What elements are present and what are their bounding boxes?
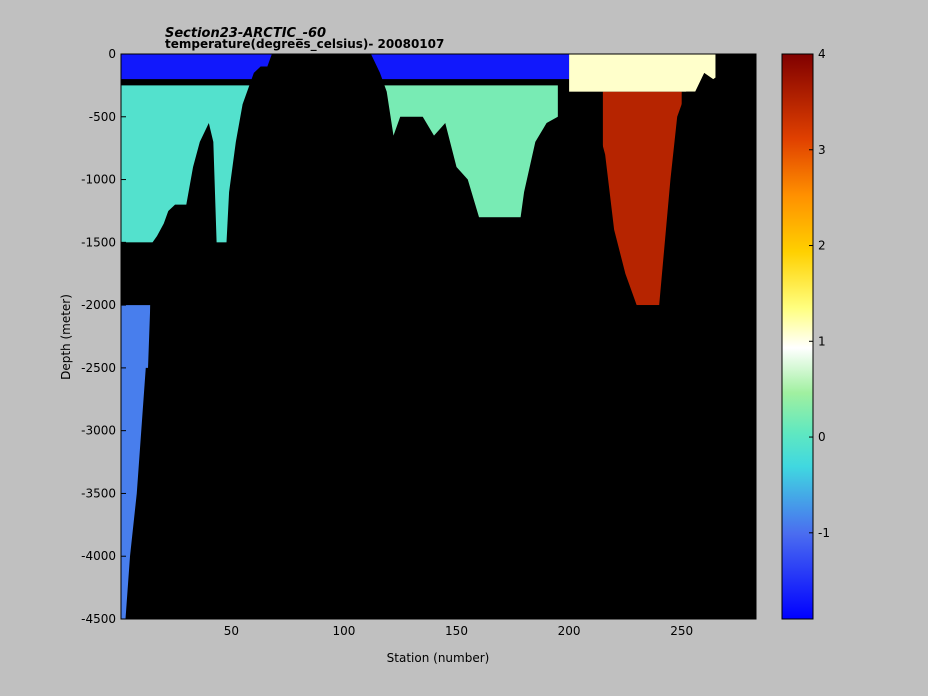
colorbar-tick-label: 2 [818, 239, 826, 253]
y-tick-label: 0 [108, 47, 116, 61]
y-tick-label: -4000 [81, 549, 116, 563]
x-axis-label: Station (number) [387, 651, 490, 665]
x-tick-label: 250 [670, 624, 693, 638]
colorbar-tick-label: 4 [818, 47, 826, 61]
x-tick-label: 150 [445, 624, 468, 638]
y-tick-label: -4500 [81, 612, 116, 626]
y-tick-label: -500 [89, 110, 116, 124]
plot-frame [120, 53, 757, 620]
y-tick-label: -3500 [81, 486, 116, 500]
y-tick-label: -2500 [81, 361, 116, 375]
colorbar-tick-label: 0 [818, 430, 826, 444]
y-tick-label: -2000 [81, 298, 116, 312]
y-tick-label: -1500 [81, 235, 116, 249]
x-tick-label: 50 [224, 624, 239, 638]
y-tick-group: 0 -500 -1000 -1500 -2000 -2500 -3000 -3500 -4000… [81, 47, 126, 626]
colorbar [781, 53, 814, 620]
y-tick-label: -1000 [81, 173, 116, 187]
colorbar-tick-label: 3 [818, 143, 826, 157]
y-tick-label: -3000 [81, 424, 116, 438]
colorbar-tick-label: 1 [818, 334, 826, 348]
chart-title: Section23-ARCTIC_-60 [165, 26, 326, 41]
heat-region [569, 54, 716, 92]
colorbar-tick-group: -1 0 1 2 3 4 [809, 47, 830, 540]
colorbar-tick-label: -1 [818, 526, 830, 540]
chart-subtitle: temperature(degrees_celsius)- 20080107 [165, 37, 444, 52]
y-axis-label: Depth (meter) [59, 294, 73, 380]
x-tick-group: 50 100 150 200 250 [224, 614, 693, 638]
x-tick-label: 100 [332, 624, 355, 638]
x-tick-label: 200 [558, 624, 581, 638]
